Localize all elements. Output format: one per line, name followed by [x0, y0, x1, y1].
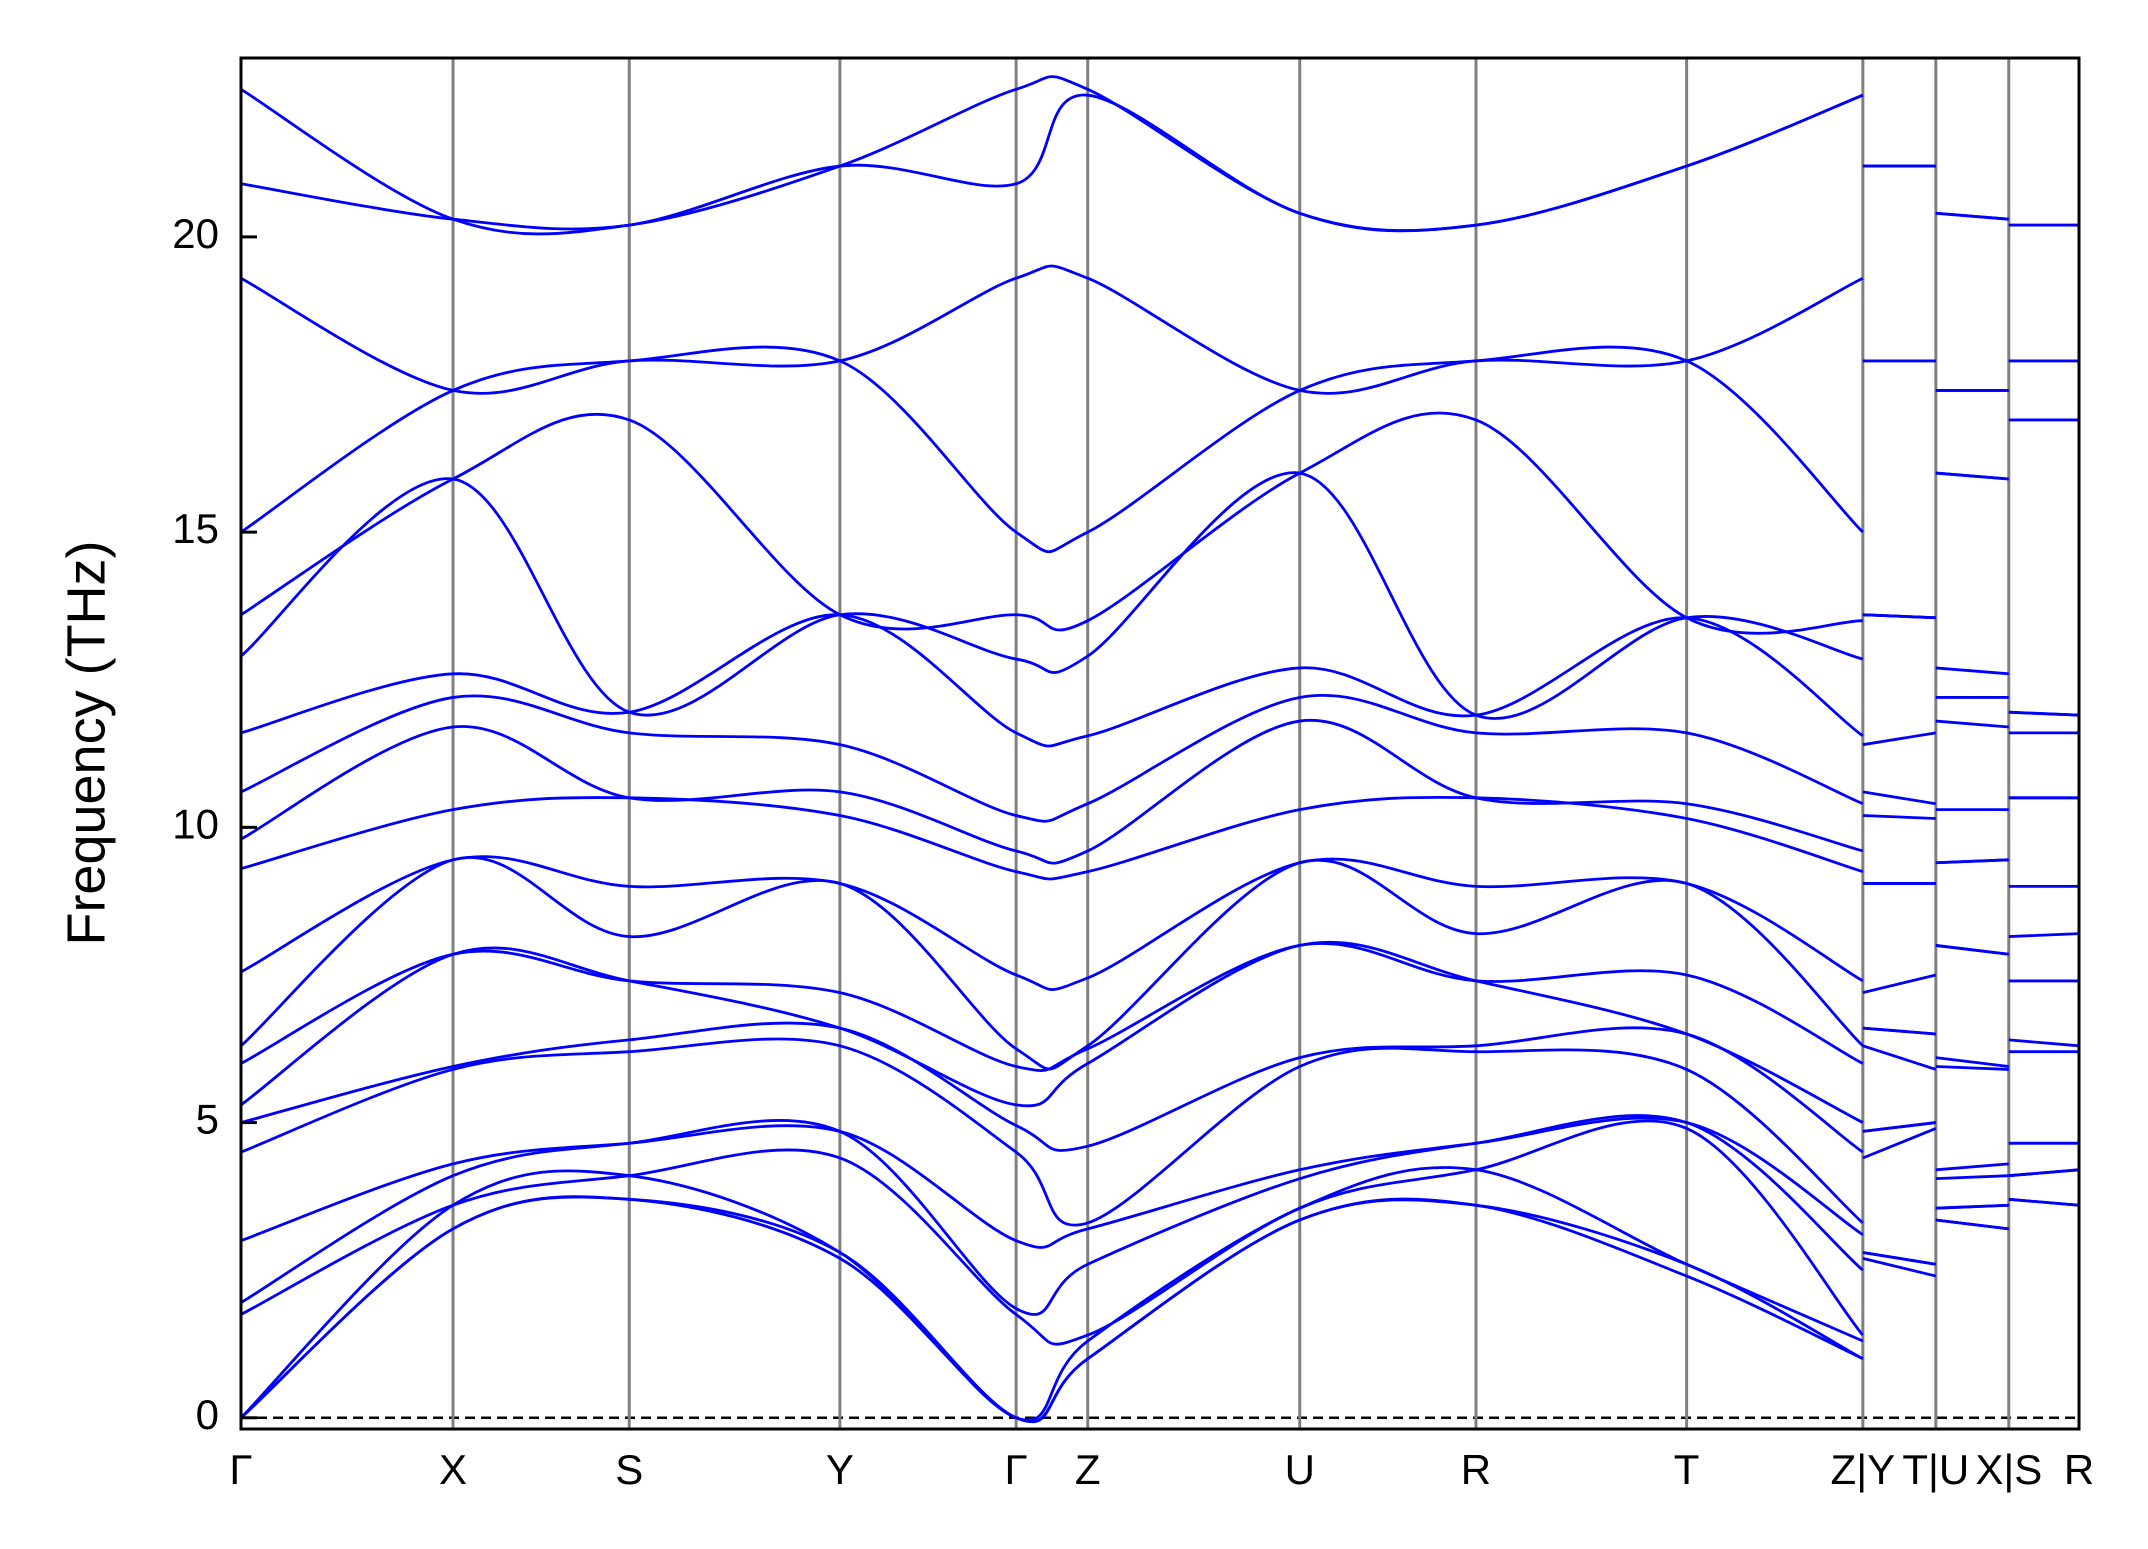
band-line [240, 1021, 2080, 1154]
x-tick-label: X [439, 1446, 467, 1493]
y-tick-label: 0 [196, 1391, 219, 1438]
x-tick-label: R [1461, 1446, 1491, 1493]
band-line [240, 93, 2079, 232]
band-line [240, 1037, 2079, 1227]
y-tick-label: 20 [172, 210, 219, 257]
x-tick-label: Γ [229, 1446, 252, 1493]
x-tick-label: S [615, 1446, 643, 1493]
band-line [240, 940, 2079, 1124]
plot-frame [239, 56, 2081, 1431]
x-tick-label: X|S [1975, 1446, 2042, 1493]
band-line [240, 1195, 2080, 1423]
x-tick-label: Z|Y [1831, 1446, 1896, 1493]
band-line [240, 795, 2079, 881]
band-line [240, 345, 2079, 554]
bands-layer [240, 75, 2080, 1424]
band-line [240, 75, 2079, 236]
x-tick-label: Y [826, 1446, 854, 1493]
y-tick-label: 5 [196, 1096, 219, 1143]
x-tick-label: Z [1075, 1446, 1101, 1493]
band-line [240, 693, 2079, 823]
y-tick-label: 10 [172, 800, 219, 847]
band-line [240, 264, 2079, 395]
band-line [240, 471, 2080, 720]
band-line [240, 718, 2079, 865]
band-line [240, 942, 2079, 1072]
band-line [240, 1166, 2080, 1422]
y-tick-label: 15 [172, 505, 219, 552]
band-line [240, 855, 2079, 991]
x-tick-label: T [1674, 1446, 1700, 1493]
x-tick-label: Γ [1005, 1446, 1028, 1493]
x-tick-label: R [2064, 1446, 2094, 1493]
band-line [240, 1114, 2079, 1316]
grid-layer [239, 58, 2081, 1429]
band-line [240, 1116, 2079, 1249]
x-tick-label: T|U [1902, 1446, 1969, 1493]
x-tick-label: U [1285, 1446, 1315, 1493]
band-line [240, 1195, 2080, 1424]
band-line [240, 856, 2080, 1071]
y-axis-label: Frequency (THz) [56, 540, 116, 945]
band-line [240, 613, 2080, 748]
band-line [240, 411, 2079, 635]
band-line [240, 1119, 2080, 1346]
